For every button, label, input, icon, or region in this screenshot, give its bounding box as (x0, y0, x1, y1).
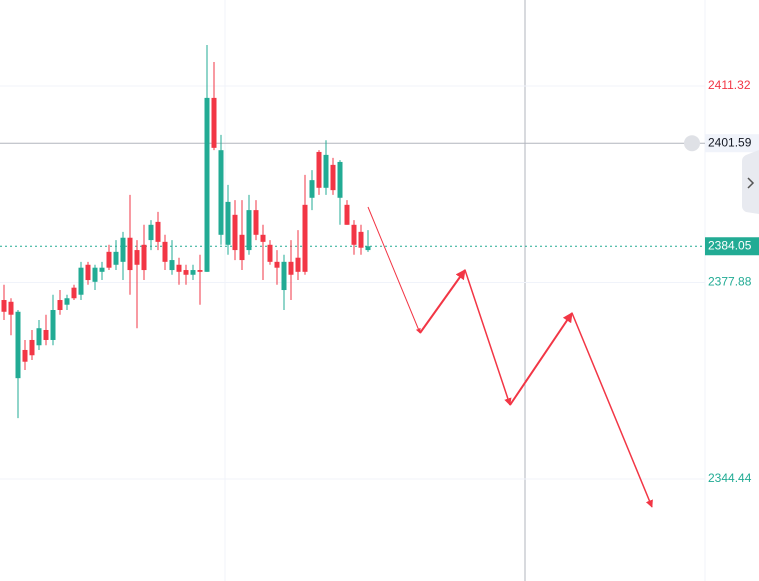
candle-body (162, 241, 168, 262)
candle-body (281, 261, 287, 291)
candle-body (57, 300, 63, 311)
candle-body (127, 237, 133, 271)
y-tick-label: 2377.88 (708, 275, 752, 289)
candle-body (183, 270, 189, 275)
candle-body (211, 97, 217, 148)
candle-body (78, 267, 84, 295)
candle-body (337, 161, 343, 198)
candle-body (169, 260, 175, 271)
candle-body (64, 298, 70, 305)
crosshair-price-label: 2401.59 (708, 135, 752, 149)
candle-body (190, 270, 196, 275)
candle-body (351, 224, 357, 245)
candle-body (155, 221, 161, 242)
candle-body (204, 97, 210, 272)
candle-body (22, 349, 28, 362)
candle-body (197, 270, 203, 272)
candle-body (253, 210, 259, 235)
crosshair-label-box (705, 134, 759, 153)
candle-body (295, 257, 301, 272)
candle-body (274, 261, 280, 268)
candle-body (176, 264, 182, 272)
candle-body (239, 234, 245, 261)
last-price-label: 2384.05 (708, 238, 752, 252)
candle-body (232, 214, 238, 251)
candle-body (344, 204, 350, 225)
candle-body (36, 328, 42, 346)
candle-body (246, 210, 252, 251)
forecast-arrows (367, 206, 653, 508)
candle-body (29, 339, 35, 356)
candle-body (113, 251, 119, 265)
candle-body (92, 267, 98, 282)
candle-body (8, 301, 14, 315)
side-panel-tab[interactable] (742, 150, 759, 214)
candle-body (148, 224, 154, 241)
candle-body (99, 267, 105, 272)
candle-body (288, 261, 294, 275)
y-tick-label: 2411.32 (708, 78, 751, 92)
candle-body (267, 244, 273, 262)
candle-body (260, 234, 266, 242)
candle-body (302, 204, 308, 272)
candle-body (323, 154, 329, 188)
candle-body (316, 151, 322, 188)
candle-body (120, 237, 126, 262)
candle-body (225, 201, 231, 245)
candle-body (1, 300, 7, 312)
candle-body (218, 150, 224, 235)
y-tick-label: 2344.44 (708, 471, 752, 485)
candle-body (358, 231, 364, 248)
bell-icon (684, 135, 700, 152)
candle-body (141, 244, 147, 271)
candle-body (50, 310, 56, 340)
candle-body (15, 311, 21, 379)
expand-icon[interactable] (747, 177, 755, 189)
candle-body (43, 329, 49, 340)
candle-body (330, 164, 336, 191)
candle-body (365, 246, 371, 251)
candle-body (85, 264, 91, 281)
candle-body (106, 251, 112, 268)
last-price-box (705, 237, 759, 256)
candle-body (309, 180, 315, 198)
candle-body (134, 250, 140, 265)
candle-body (71, 287, 77, 299)
